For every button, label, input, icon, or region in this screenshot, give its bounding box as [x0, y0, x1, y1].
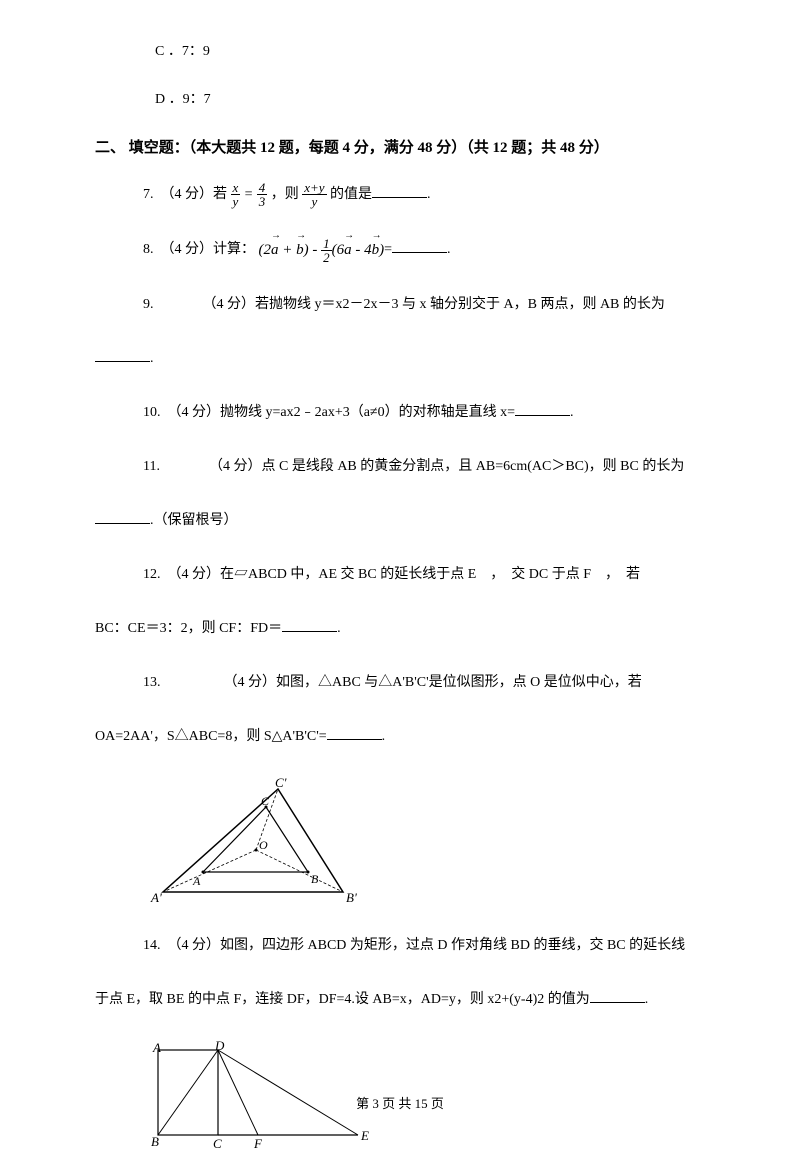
section-header: 二、 填空题：（本大题共 12 题，每题 4 分，满分 48 分）（共 12 题… — [95, 136, 705, 157]
question-14-cont: 于点 E，取 BE 的中点 F，连接 DF，DF=4.设 AB=x，AD=y，则… — [95, 986, 705, 1014]
question-11: 11. （4 分）点 C 是线段 AB 的黄金分割点，且 AB=6cm(AC＞B… — [143, 453, 705, 481]
question-11-cont: .（保留根号） — [95, 507, 705, 535]
q14-end: . — [645, 992, 649, 1007]
q8-blank — [392, 239, 447, 253]
q13-line1: 13. （4 分）如图，△ABC 与△A'B'C'是位似图形，点 O 是位似中心… — [143, 675, 642, 690]
svg-text:C: C — [261, 794, 270, 808]
question-10: 10. （4 分）抛物线 y=ax2﹣2ax+3（a≠0）的对称轴是直线 x=. — [143, 399, 705, 427]
q7-mid: ，则 — [271, 187, 303, 202]
q9-blank — [95, 348, 150, 362]
q7-prefix: 7. （4 分）若 — [143, 187, 231, 202]
svg-text:O: O — [259, 838, 268, 852]
question-9: 9. （4 分）若抛物线 y＝x2－2x－3 与 x 轴分别交于 A，B 两点，… — [143, 291, 705, 319]
question-12-cont: BC：CE＝3：2，则 CF：FD＝. — [95, 615, 705, 643]
q8-prefix: 8. （4 分）计算： — [143, 242, 255, 257]
question-14: 14. （4 分）如图，四边形 ABCD 为矩形，过点 D 作对角线 BD 的垂… — [143, 932, 705, 960]
q7-formula-2: x+yy — [302, 181, 326, 209]
q8-formula: (2a + b) - 12(6a - 4b) — [259, 235, 385, 265]
q8-eq: = — [384, 242, 392, 257]
q11-end: .（保留根号） — [150, 513, 238, 528]
q7-formula-1: xy = 43 — [231, 181, 268, 209]
option-d: D ．9：7 — [155, 88, 705, 108]
svg-text:B': B' — [346, 890, 357, 905]
svg-text:A': A' — [150, 890, 162, 905]
q12-end: . — [337, 621, 341, 636]
q11-line1: 11. （4 分）点 C 是线段 AB 的黄金分割点，且 AB=6cm(AC＞B… — [143, 459, 684, 474]
question-8: 8. （4 分）计算： (2a + b) - 12(6a - 4b) =. — [143, 235, 705, 265]
q9-end: . — [150, 351, 154, 366]
q7-end: . — [427, 187, 431, 202]
q12-line2: BC：CE＝3：2，则 CF：FD＝ — [95, 621, 282, 636]
svg-text:F: F — [253, 1136, 263, 1150]
question-13-cont: OA=2AA'，S△ABC=8，则 S△A'B'C'=. — [95, 723, 705, 751]
svg-text:D: D — [214, 1040, 225, 1053]
option-c: C ．7：9 — [155, 40, 705, 60]
question-13: 13. （4 分）如图，△ABC 与△A'B'C'是位似图形，点 O 是位似中心… — [143, 669, 705, 697]
q8-end: . — [447, 242, 451, 257]
q14-blank — [590, 989, 645, 1003]
q7-suffix: 的值是 — [330, 187, 372, 202]
question-9-cont: . — [95, 345, 705, 373]
svg-text:B: B — [151, 1134, 159, 1149]
q7-blank — [372, 184, 427, 198]
q13-blank — [327, 726, 382, 740]
q12-blank — [282, 618, 337, 632]
q14-line1: 14. （4 分）如图，四边形 ABCD 为矩形，过点 D 作对角线 BD 的垂… — [143, 938, 685, 953]
svg-text:C': C' — [275, 777, 287, 790]
q13-end: . — [382, 729, 386, 744]
figure-13: A' B' C' A B C O — [143, 777, 705, 912]
q13-line2: OA=2AA'，S△ABC=8，则 S△A'B'C'= — [95, 729, 327, 744]
svg-text:A: A — [152, 1040, 161, 1055]
q9-line1: 9. （4 分）若抛物线 y＝x2－2x－3 与 x 轴分别交于 A，B 两点，… — [143, 297, 665, 312]
q11-blank — [95, 510, 150, 524]
svg-text:A: A — [192, 874, 201, 888]
q10-blank — [515, 402, 570, 416]
q10-text: 10. （4 分）抛物线 y=ax2﹣2ax+3（a≠0）的对称轴是直线 x= — [143, 405, 515, 420]
svg-text:C: C — [213, 1136, 222, 1150]
question-12: 12. （4 分）在▱ABCD 中，AE 交 BC 的延长线于点 E ， 交 D… — [143, 561, 705, 589]
q14-line2: 于点 E，取 BE 的中点 F，连接 DF，DF=4.设 AB=x，AD=y，则… — [95, 992, 590, 1007]
question-7: 7. （4 分）若 xy = 43 ，则 x+yy 的值是. — [143, 181, 705, 209]
page-footer: 第 3 页 共 15 页 — [0, 1093, 800, 1112]
q10-end: . — [570, 405, 574, 420]
svg-text:E: E — [360, 1128, 369, 1143]
svg-text:B: B — [311, 872, 319, 886]
q12-line1: 12. （4 分）在▱ABCD 中，AE 交 BC 的延长线于点 E ， 交 D… — [143, 567, 640, 582]
